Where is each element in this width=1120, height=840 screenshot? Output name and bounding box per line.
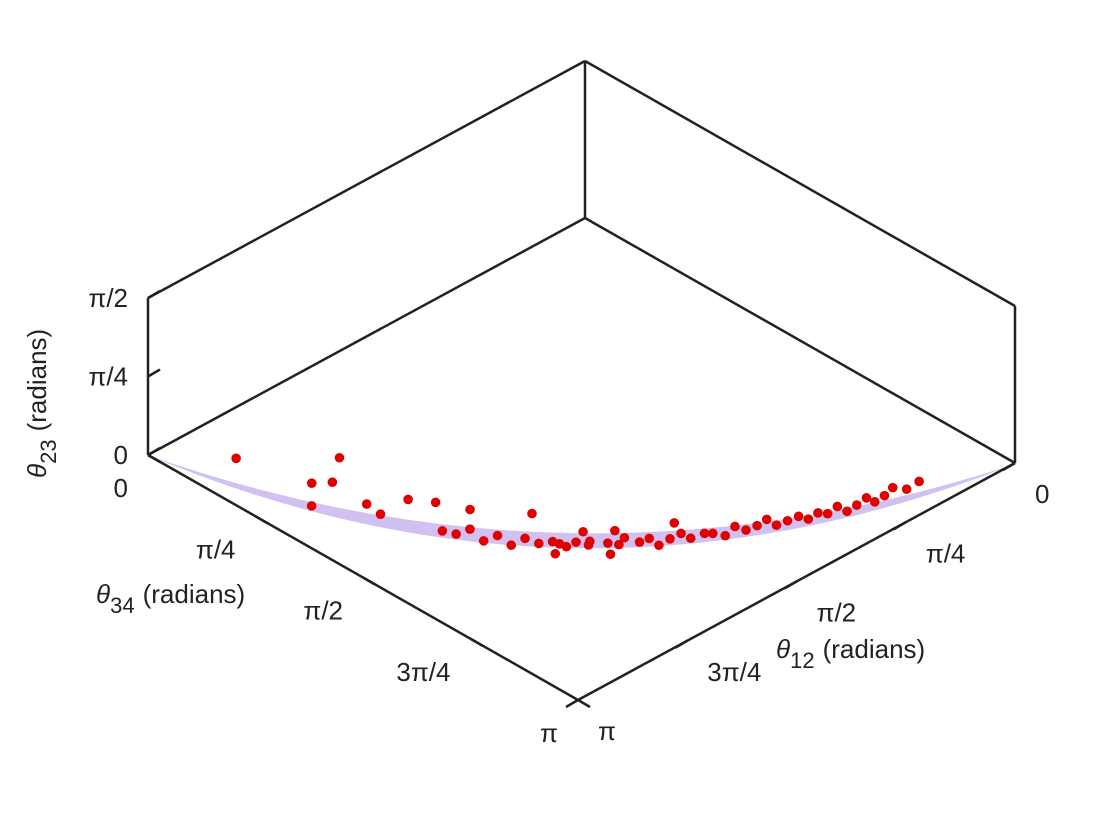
- point: [782, 515, 793, 526]
- point: [914, 476, 924, 487]
- y-tick: [362, 576, 376, 586]
- z-tick-label: π/4: [88, 361, 128, 391]
- point: [644, 533, 655, 544]
- point: [730, 521, 740, 532]
- point: [578, 526, 588, 537]
- x-tick-label: π/4: [926, 538, 966, 568]
- point: [465, 524, 475, 534]
- point: [614, 539, 624, 550]
- z-tick-label: 0: [114, 440, 128, 470]
- point: [520, 533, 530, 544]
- point: [375, 509, 386, 519]
- point: [571, 537, 581, 547]
- point: [752, 520, 762, 531]
- point: [803, 514, 814, 524]
- axis-line: [147, 216, 586, 457]
- z-tick: [147, 289, 161, 300]
- point: [669, 518, 680, 528]
- point: [761, 514, 772, 525]
- point: [685, 533, 696, 544]
- y-tick: [577, 698, 591, 709]
- point: [887, 482, 898, 493]
- point: [306, 478, 317, 488]
- point: [584, 536, 595, 547]
- point: [506, 540, 517, 551]
- axis-line: [584, 216, 1016, 465]
- z-tick-label: π/2: [88, 283, 128, 313]
- y-tick: [147, 453, 161, 464]
- point: [842, 506, 852, 517]
- point: [813, 508, 823, 518]
- point: [603, 538, 613, 548]
- point: [741, 525, 751, 535]
- x-tick: [565, 698, 579, 709]
- axis-line: [584, 59, 1016, 308]
- y-tick-label: 0: [114, 473, 128, 503]
- y-axis-label: θ34 (radians): [96, 579, 245, 618]
- point: [231, 453, 241, 464]
- x-tick-label: π/2: [817, 598, 857, 628]
- point: [654, 540, 664, 551]
- point: [610, 525, 620, 536]
- point: [851, 500, 862, 510]
- point: [619, 532, 630, 543]
- point: [478, 536, 489, 546]
- point: [554, 539, 565, 549]
- point: [550, 548, 561, 559]
- y-tick-label: π: [540, 718, 558, 748]
- point: [676, 528, 686, 539]
- axis-line: [147, 59, 586, 300]
- point: [527, 508, 537, 519]
- point: [720, 530, 731, 541]
- point: [534, 538, 544, 549]
- point: [832, 501, 843, 512]
- point: [492, 530, 503, 541]
- y-tick: [469, 637, 484, 647]
- point: [403, 494, 413, 505]
- point: [361, 499, 372, 509]
- x-tick: [1002, 461, 1016, 472]
- x-tick: [674, 639, 688, 649]
- point: [665, 534, 675, 544]
- point: [822, 508, 833, 519]
- point: [605, 549, 616, 560]
- y-tick-label: 3π/4: [396, 657, 450, 687]
- point: [451, 529, 461, 539]
- point: [327, 477, 338, 488]
- x-tick-label: 0: [1035, 479, 1049, 509]
- x-axis-label: θ12 (radians): [776, 634, 925, 673]
- y-tick: [254, 515, 269, 525]
- surface: [150, 456, 1012, 549]
- point: [634, 537, 645, 547]
- point: [861, 493, 872, 503]
- point: [793, 511, 804, 522]
- x-tick-label: 3π/4: [707, 657, 761, 687]
- x-tick: [893, 521, 907, 531]
- y-tick-label: π/4: [196, 534, 236, 564]
- point: [699, 528, 710, 539]
- x-tick-label: π: [598, 716, 616, 746]
- z-tick: [147, 368, 161, 378]
- point: [901, 484, 912, 494]
- point: [708, 528, 718, 539]
- point: [869, 497, 880, 507]
- point: [437, 526, 448, 536]
- x-tick: [783, 580, 798, 590]
- point: [306, 501, 317, 511]
- y-tick-label: π/2: [303, 596, 343, 626]
- point: [430, 497, 441, 508]
- point: [879, 490, 890, 501]
- point: [465, 504, 475, 515]
- point: [334, 452, 345, 463]
- z-tick: [147, 446, 161, 457]
- point: [771, 520, 782, 530]
- z-axis-label: θ23(radians): [22, 329, 61, 478]
